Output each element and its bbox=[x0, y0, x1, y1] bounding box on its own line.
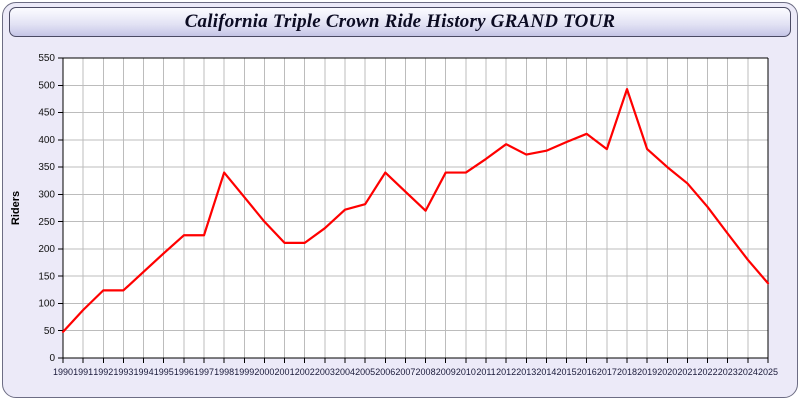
x-tick-label: 2023 bbox=[718, 367, 738, 377]
y-tick-label: 500 bbox=[38, 80, 55, 91]
y-tick-label: 350 bbox=[38, 162, 55, 173]
y-tick-label: 300 bbox=[38, 190, 55, 201]
plot-background bbox=[63, 58, 768, 358]
x-tick-label: 2019 bbox=[637, 367, 657, 377]
y-tick-label: 0 bbox=[49, 353, 55, 364]
x-tick-label: 1997 bbox=[194, 367, 214, 377]
x-tick-label: 2001 bbox=[275, 367, 295, 377]
chart-area: 0 50 100 150 200 250 300 350 400 450 500 550 1990 199… bbox=[3, 39, 797, 397]
x-tick-label: 1993 bbox=[113, 367, 133, 377]
x-tick-label: 2024 bbox=[738, 367, 758, 377]
x-tick-label: 2015 bbox=[557, 367, 577, 377]
x-tick-label: 2020 bbox=[657, 367, 677, 377]
y-tick-label: 150 bbox=[38, 271, 55, 282]
x-tick-label: 2005 bbox=[355, 367, 375, 377]
x-tick-label: 2013 bbox=[516, 367, 536, 377]
x-tick-label: 2006 bbox=[375, 367, 395, 377]
x-tick-label: 2004 bbox=[335, 367, 355, 377]
y-tick-label: 100 bbox=[38, 299, 55, 310]
x-tick-label: 2007 bbox=[395, 367, 415, 377]
y-tick-label: 400 bbox=[38, 135, 55, 146]
x-tick-label: 2009 bbox=[436, 367, 456, 377]
y-tick-label: 550 bbox=[38, 53, 55, 64]
x-tick-label: 2014 bbox=[536, 367, 556, 377]
title-bar: California Triple Crown Ride History GRA… bbox=[9, 7, 791, 37]
x-tick-label: 2002 bbox=[295, 367, 315, 377]
y-tick-label: 250 bbox=[38, 217, 55, 228]
x-tick-label: 1990 bbox=[53, 367, 73, 377]
x-tick-label: 1998 bbox=[214, 367, 234, 377]
x-tick-label: 2025 bbox=[758, 367, 778, 377]
x-tick-label: 2016 bbox=[577, 367, 597, 377]
data-series-riders bbox=[61, 87, 770, 333]
x-tick-label: 1992 bbox=[93, 367, 113, 377]
x-tick-label: 2003 bbox=[315, 367, 335, 377]
x-tick-label: 1999 bbox=[234, 367, 254, 377]
x-tick-label: 2011 bbox=[476, 367, 495, 377]
y-tick-label: 450 bbox=[38, 108, 55, 119]
x-tick-label: 2008 bbox=[416, 367, 436, 377]
x-tick-label: 2000 bbox=[254, 367, 274, 377]
x-tick-label: 2012 bbox=[496, 367, 516, 377]
y-axis-title: Riders bbox=[10, 191, 22, 225]
y-tick-label: 50 bbox=[44, 326, 56, 337]
x-tick-label: 1996 bbox=[174, 367, 194, 377]
x-tick-label: 2022 bbox=[698, 367, 718, 377]
x-tick-label: 2010 bbox=[456, 367, 476, 377]
x-tick-label: 1995 bbox=[154, 367, 174, 377]
x-tick-label: 2021 bbox=[677, 367, 697, 377]
x-tick-label: 1994 bbox=[134, 367, 154, 377]
x-tick-label: 2018 bbox=[617, 367, 637, 377]
x-tick-label: 1991 bbox=[73, 367, 93, 377]
x-tick-label: 2017 bbox=[597, 367, 617, 377]
page-title: California Triple Crown Ride History GRA… bbox=[184, 11, 616, 32]
y-tick-label: 200 bbox=[38, 244, 55, 255]
